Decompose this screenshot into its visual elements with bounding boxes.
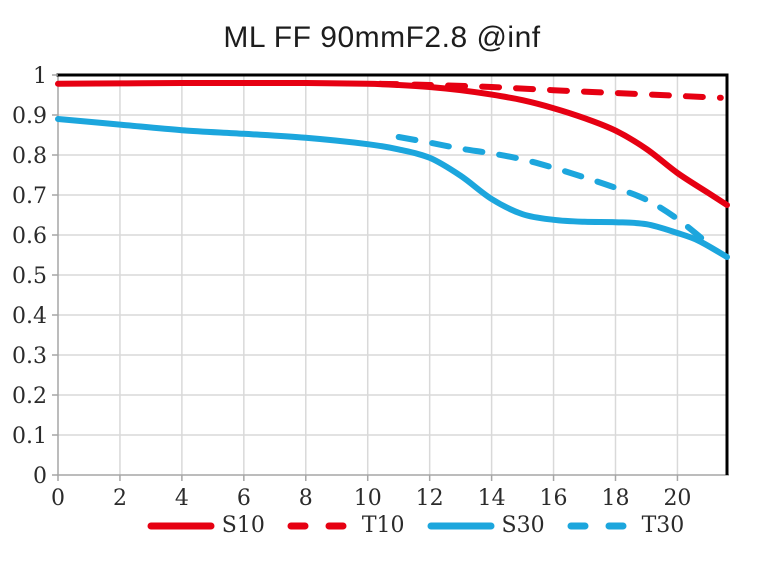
x-tick-label: 14 — [478, 486, 506, 510]
y-tick-label: 0.9 — [12, 104, 47, 129]
legend-dashed-line-sample — [287, 522, 355, 530]
chart-legend: S10 T10 S30 T30 — [0, 513, 764, 539]
legend-label: T10 — [361, 513, 405, 538]
x-tick-label: 16 — [540, 486, 568, 510]
legend-solid-line-sample — [427, 522, 494, 530]
x-tick-label: 20 — [663, 486, 691, 510]
x-tick-label: 4 — [175, 486, 189, 510]
x-tick-label: 6 — [237, 486, 251, 510]
legend-label: S30 — [501, 513, 545, 538]
y-tick-label: 0 — [33, 464, 47, 489]
x-tick-label: 12 — [416, 486, 444, 510]
legend-item-s30: S30 — [426, 513, 545, 539]
y-tick-label: 0.4 — [12, 304, 47, 329]
y-tick-label: 1 — [33, 64, 47, 89]
curve-t30 — [395, 134, 712, 247]
y-tick-label: 0.2 — [12, 384, 47, 409]
curve-t10 — [377, 80, 724, 101]
x-tick-label: 10 — [354, 486, 382, 510]
y-tick-label: 0.8 — [12, 144, 47, 169]
legend-item-s10: S10 — [146, 513, 265, 539]
legend-item-t10: T10 — [286, 513, 405, 539]
legend-dashed-line-sample — [567, 522, 635, 530]
y-tick-label: 0.3 — [12, 344, 47, 369]
x-tick-label: 8 — [299, 486, 313, 510]
x-tick-label: 2 — [113, 486, 127, 510]
legend-item-t30: T30 — [566, 513, 685, 539]
y-tick-label: 0.7 — [12, 184, 47, 209]
curve-s30 — [55, 116, 730, 260]
chart-title: ML FF 90mmF2.8 @inf — [223, 21, 541, 54]
chart-canvas: 0 2 4 6 8 10 12 14 16 18 20 0 0.1 0.2 0.3 0.4 0.5 0.6 0.7 0… — [12, 64, 730, 510]
legend-label: T30 — [641, 513, 685, 538]
x-tick-label: 0 — [51, 486, 65, 510]
y-tick-label: 0.5 — [12, 264, 47, 289]
y-tick-label: 0.1 — [12, 424, 47, 449]
x-tick-label: 18 — [602, 486, 630, 510]
curve-s10 — [55, 79, 730, 208]
legend-label: S10 — [221, 513, 265, 538]
y-tick-label: 0.6 — [12, 224, 47, 249]
legend-solid-line-sample — [147, 522, 215, 530]
